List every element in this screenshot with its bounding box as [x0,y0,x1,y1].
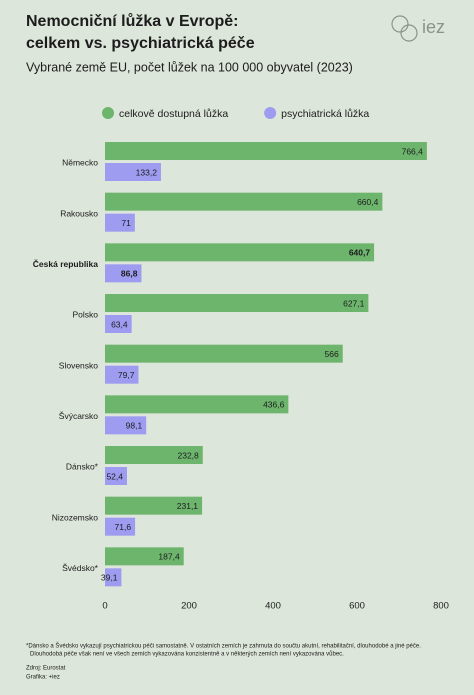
bar [105,416,147,435]
y-tick-label: Švýcarsko [59,411,98,421]
value-label: 52,4 [106,471,123,481]
bar [105,365,139,384]
legend-label: celkově dostupná lůžka [119,108,228,120]
value-label: 133,2 [136,167,158,177]
x-tick-label: 400 [265,601,281,612]
chart-title: Nemocniční lůžka v Evropě: [26,13,239,30]
y-tick-label: Švédsko* [62,563,99,573]
bar [105,547,184,566]
logo-icon [400,24,418,42]
bar [105,315,132,333]
bar [105,568,122,587]
value-label: 660,4 [357,197,379,207]
logo: iez [391,15,445,42]
chart-title: celkem vs. psychiatrická péče [26,35,255,52]
bar [105,142,427,160]
bar [105,517,136,536]
bar [105,344,343,363]
footnote: *Dánsko a Švédsko vykazují psychiatricko… [26,643,421,650]
credit: Grafika: +iez [26,675,60,681]
footnote: Dlouhodobá péče však není ve všech zemíc… [30,651,344,658]
value-label: 640,7 [349,248,371,258]
y-tick-label: Slovensko [59,360,98,370]
y-tick-label: Polsko [72,310,98,320]
legend-marker [102,107,114,119]
bar [105,395,289,414]
source: Zdroj: Eurostat [26,666,66,672]
y-tick-label: Rakousko [60,208,98,218]
chart-subtitle: Vybrané země EU, počet lůžek na 100 000 … [26,60,353,74]
value-label: 86,8 [121,269,138,279]
x-tick-label: 600 [349,601,365,612]
value-label: 627,1 [343,298,365,308]
value-label: 436,6 [263,400,285,410]
value-label: 232,8 [177,450,199,460]
bar [105,496,203,515]
value-label: 566 [325,349,339,359]
value-label: 79,7 [118,370,135,380]
value-label: 766,4 [402,146,424,156]
x-tick-label: 200 [181,601,197,612]
bar [105,192,383,211]
y-tick-label: Česká republika [33,258,98,269]
value-label: 71 [121,218,131,228]
value-label: 63,4 [111,319,128,329]
logo-text: iez [422,17,445,37]
value-label: 39,1 [101,573,118,583]
value-label: 187,4 [158,552,180,562]
logo-icon [391,15,409,33]
y-tick-label: Německo [62,158,98,168]
bar [105,446,203,464]
y-tick-label: Nizozemsko [52,512,99,522]
bar [105,467,128,485]
value-label: 98,1 [126,421,143,431]
bar [105,294,369,312]
x-tick-label: 800 [433,601,449,612]
legend-marker [264,107,277,119]
bar [105,243,375,262]
value-label: 71,6 [115,522,132,532]
legend-label: psychiatrická lůžka [281,108,369,120]
value-label: 231,1 [177,501,199,511]
x-tick-label: 0 [102,601,107,612]
bar [105,264,142,283]
bar [105,163,161,181]
y-tick-label: Dánsko* [66,462,99,472]
bar [105,213,135,232]
